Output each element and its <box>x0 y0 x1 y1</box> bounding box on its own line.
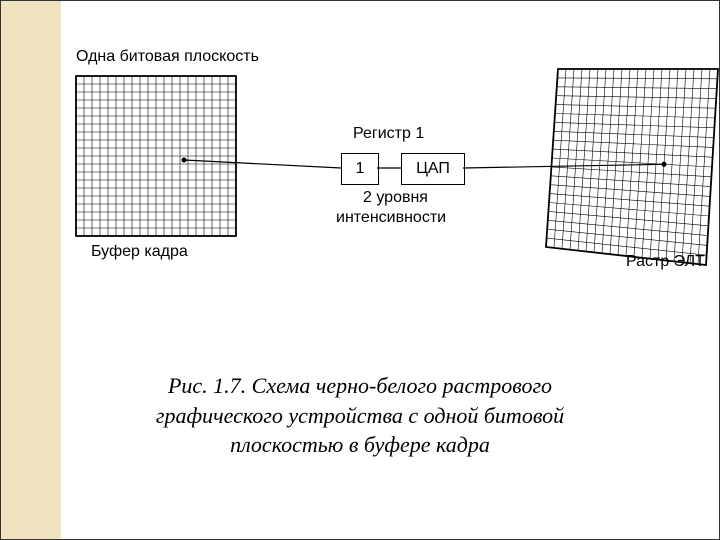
connector-lines <box>1 1 720 301</box>
figure-caption: Рис. 1.7. Схема черно-белого растрового … <box>1 371 719 460</box>
caption-line-1: Рис. 1.7. Схема черно-белого растрового <box>1 371 719 401</box>
caption-line-2: графического устройства с одной битовой <box>1 401 719 431</box>
page: Одна битовая плоскость Буфер кадра Регис… <box>0 0 720 540</box>
caption-line-3: плоскостью в буфере кадра <box>1 430 719 460</box>
